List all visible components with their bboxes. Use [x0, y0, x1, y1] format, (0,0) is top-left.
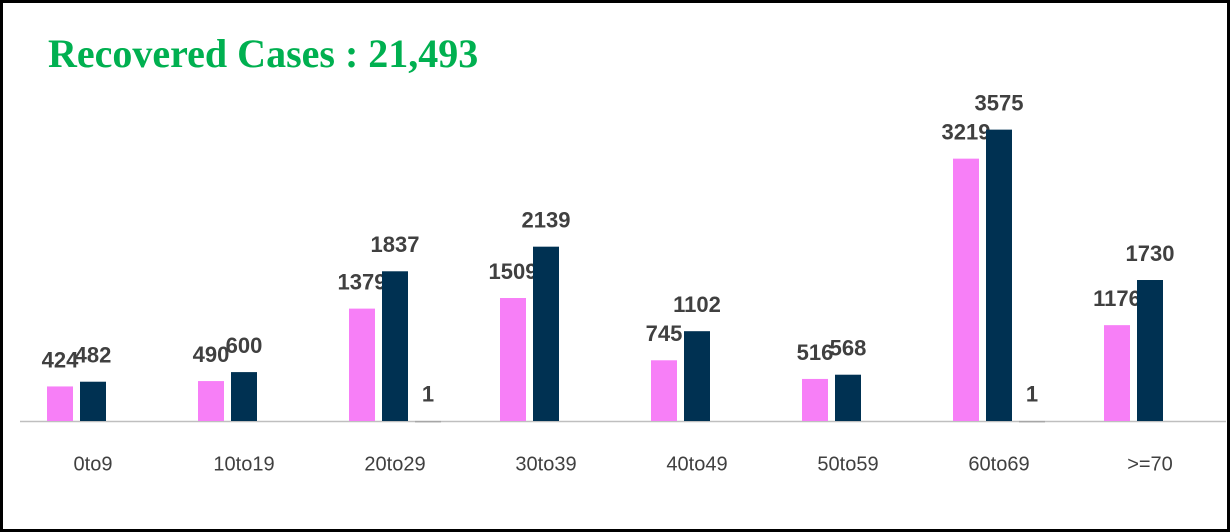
value-label: 2139	[522, 207, 571, 232]
bar	[533, 246, 559, 421]
value-label: 1837	[371, 232, 420, 257]
value-label: 568	[830, 336, 867, 361]
bar	[231, 372, 257, 421]
value-label: 1176	[1093, 286, 1141, 311]
x-tick-label: 40to49	[666, 453, 727, 475]
x-tick-label: 20to29	[364, 453, 425, 475]
value-label: 1102	[673, 292, 721, 317]
value-label: 600	[226, 333, 263, 358]
bar	[382, 271, 408, 421]
x-tick-label: 30to39	[515, 453, 576, 475]
x-tick-label: 60to69	[968, 453, 1029, 475]
bar	[47, 386, 73, 421]
x-tick-label: 0to9	[74, 453, 113, 475]
bar	[1104, 325, 1130, 421]
bar	[1019, 420, 1045, 423]
x-tick-label: 10to19	[213, 453, 274, 475]
value-label: 1	[422, 382, 434, 407]
value-label: 424	[42, 347, 79, 372]
value-label: 745	[646, 321, 683, 346]
x-tick-label: 50to59	[817, 453, 878, 475]
value-label: 3575	[975, 90, 1024, 115]
bar	[80, 381, 106, 421]
value-label: 490	[193, 342, 230, 367]
x-tick-label: >=70	[1127, 453, 1173, 475]
value-label: 1509	[489, 259, 538, 284]
bar	[953, 158, 979, 422]
bar	[349, 308, 375, 421]
value-label: 1379	[338, 269, 387, 294]
bar	[986, 129, 1012, 421]
bar	[802, 378, 828, 421]
bar	[500, 298, 526, 421]
chart-title: Recovered Cases : 21,493	[48, 31, 478, 76]
value-label: 3219	[942, 119, 991, 144]
bar	[198, 381, 224, 421]
value-label: 1730	[1126, 241, 1175, 266]
bar	[415, 420, 441, 423]
bar	[651, 360, 677, 421]
value-label: 1	[1026, 382, 1038, 407]
bar	[1137, 280, 1163, 421]
value-label: 482	[75, 343, 112, 368]
value-label: 516	[797, 340, 834, 365]
bar	[684, 331, 710, 421]
bar	[835, 374, 861, 421]
